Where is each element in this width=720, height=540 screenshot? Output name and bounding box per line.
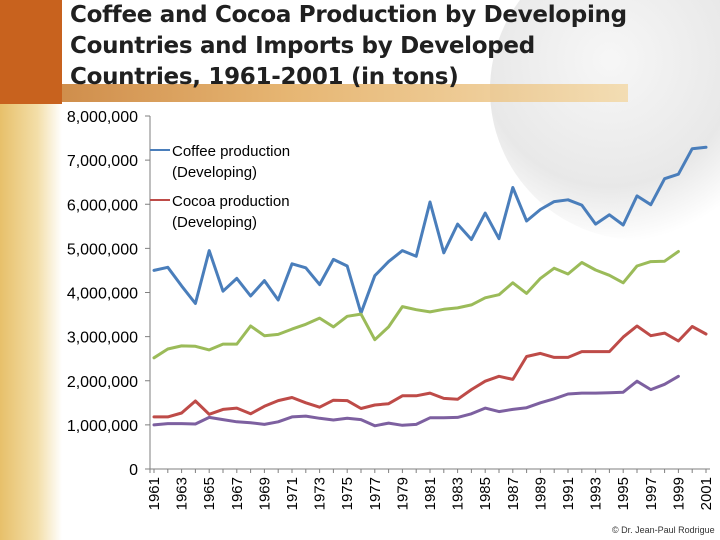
y-tick-label: 0	[129, 462, 138, 479]
x-tick-label: 1975	[339, 477, 356, 510]
x-tick-label: 1985	[477, 477, 494, 510]
credit-text: © Dr. Jean-Paul Rodrigue	[612, 525, 715, 535]
y-tick-label: 8,000,000	[67, 109, 138, 126]
x-tick-label: 1977	[367, 477, 384, 510]
legend-label-line2: (Developing)	[172, 214, 257, 231]
series-line-1	[152, 145, 708, 315]
x-tick-label: 1961	[146, 477, 163, 510]
series-line-3	[152, 250, 680, 360]
y-tick-label: 1,000,000	[67, 418, 138, 435]
x-tick-label: 1999	[670, 477, 687, 510]
series-line-4	[152, 374, 680, 428]
legend-label: Cocoa production	[172, 193, 290, 210]
x-tick-label: 1965	[201, 477, 218, 510]
legend-label-line2: (Developing)	[172, 164, 257, 181]
accent-stripe	[0, 104, 62, 540]
y-tick-label: 5,000,000	[67, 241, 138, 258]
x-tick-label: 1979	[394, 477, 411, 510]
x-tick-label: 1991	[560, 477, 577, 510]
x-tick-label: 1981	[422, 477, 439, 510]
slide-title: Coffee and Cocoa Production by Developin…	[70, 2, 627, 90]
y-tick-label: 4,000,000	[67, 286, 138, 303]
y-tick-label: 6,000,000	[67, 197, 138, 214]
y-tick-label: 3,000,000	[67, 330, 138, 347]
x-tick-label: 1987	[505, 477, 522, 510]
x-tick-label: 1969	[256, 477, 273, 510]
x-tick-label: 1995	[615, 477, 632, 510]
y-tick-label: 7,000,000	[67, 153, 138, 170]
x-tick-label: 1993	[588, 477, 605, 510]
y-tick-label: 2,000,000	[67, 374, 138, 391]
title-underbar	[62, 84, 628, 102]
x-tick-label: 1997	[643, 477, 660, 510]
legend-label: Coffee production	[172, 143, 290, 160]
series-line-2	[152, 324, 708, 419]
x-tick-label: 1983	[450, 477, 467, 510]
accent-bar	[0, 0, 62, 104]
x-tick-label: 2001	[698, 477, 715, 510]
x-tick-label: 1967	[229, 477, 246, 510]
x-tick-label: 1971	[284, 477, 301, 510]
x-tick-label: 1973	[312, 477, 329, 510]
x-tick-label: 1989	[532, 477, 549, 510]
x-tick-label: 1963	[174, 477, 191, 510]
